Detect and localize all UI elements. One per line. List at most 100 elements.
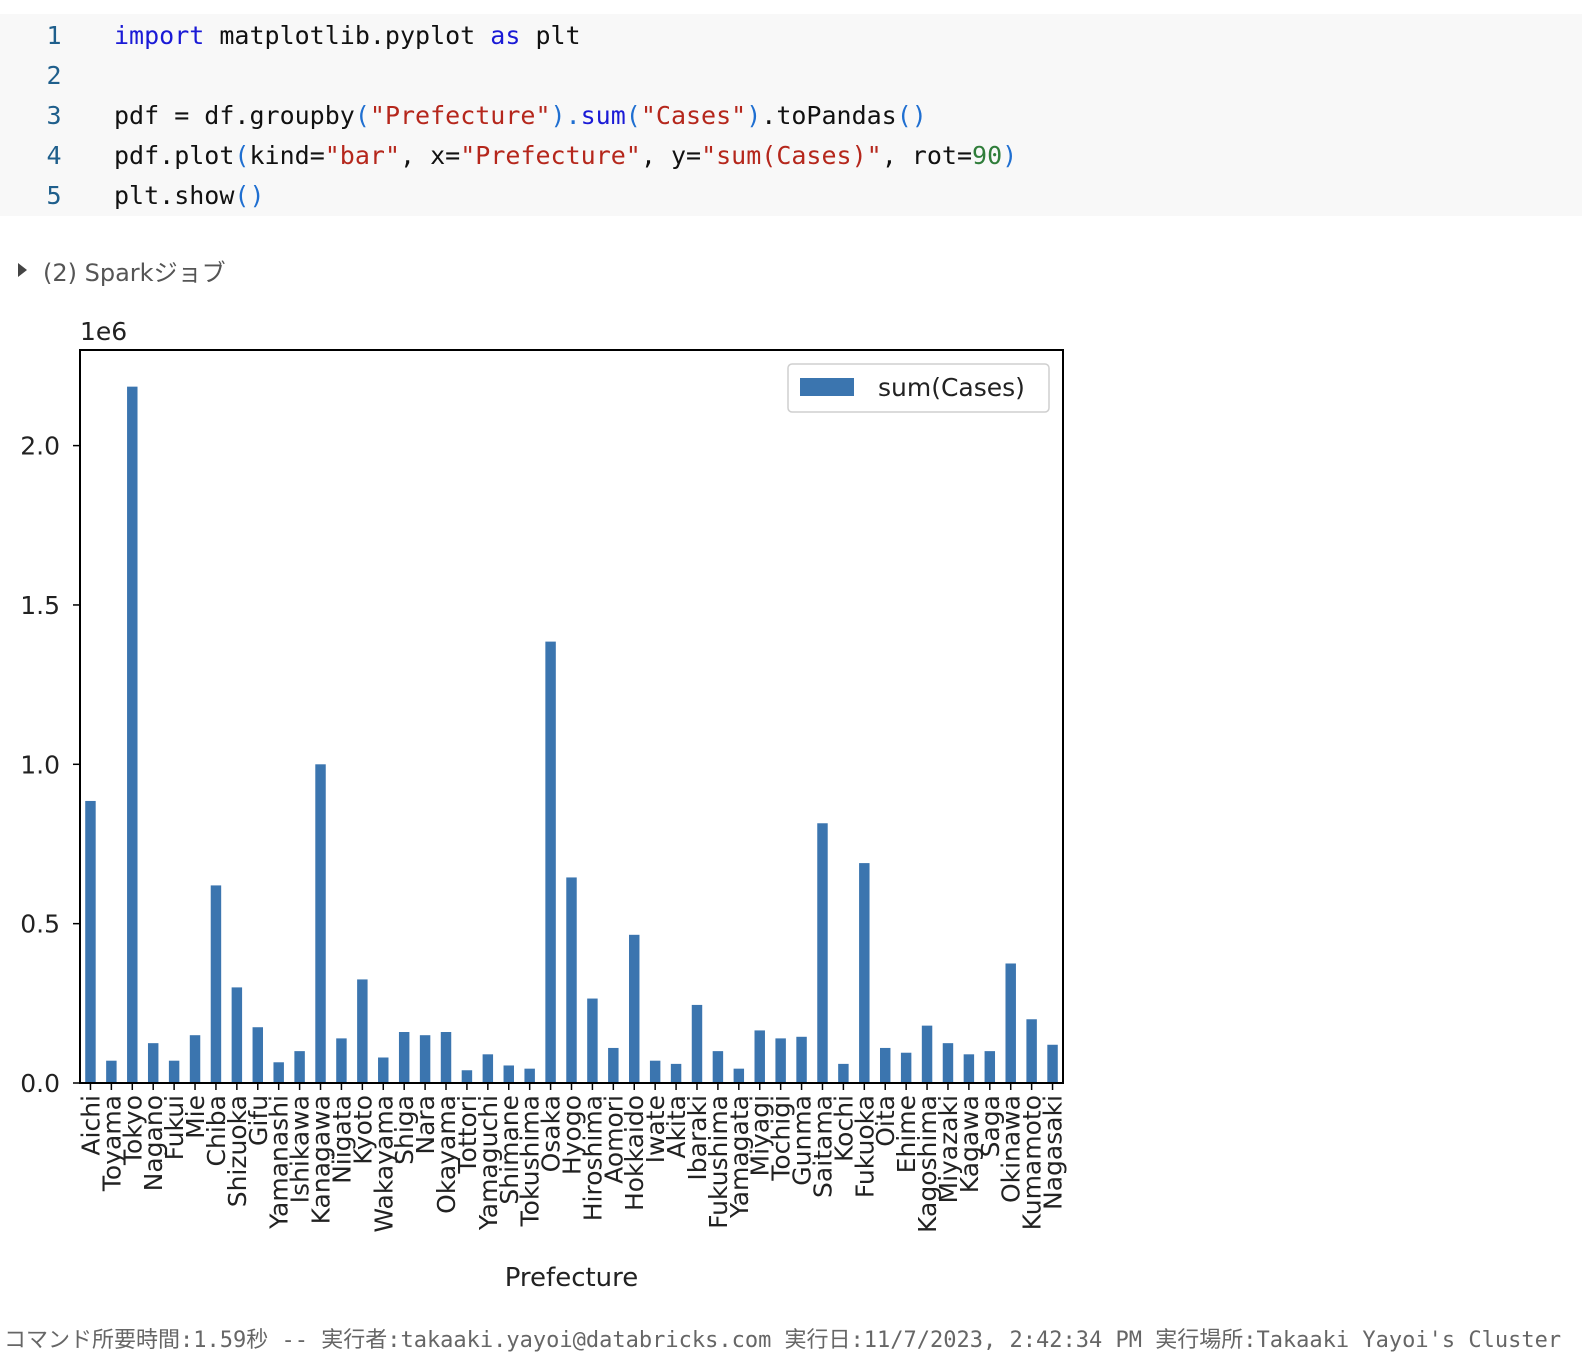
x-tick-label: Iwate (641, 1095, 670, 1163)
bar (754, 1030, 765, 1083)
bar (503, 1065, 514, 1083)
x-tick-label: Shiga (390, 1095, 419, 1165)
bar (817, 823, 828, 1083)
code-text: pdf = df.groupby("Prefecture").sum("Case… (114, 96, 927, 136)
code-token: sum (580, 101, 626, 130)
line-number: 2 (46, 61, 62, 90)
x-tick-label: Yamaguchi (474, 1095, 503, 1231)
line-number: 5 (46, 181, 62, 210)
code-token: pdf = df.groupby (114, 101, 355, 130)
code-token: () (234, 181, 265, 210)
x-tick-label: Kumamoto (1018, 1095, 1047, 1230)
bar (900, 1052, 912, 1083)
code-token: ). (550, 101, 581, 130)
x-tick-label: Miyazaki (934, 1095, 963, 1204)
code-text: plt.show() (114, 176, 265, 216)
code-token: ( (234, 141, 250, 170)
x-tick-label: Hiroshima (578, 1095, 607, 1221)
code-line[interactable]: 1 import matplotlib.pyplot as plt (0, 16, 1582, 56)
bar (106, 1060, 117, 1083)
code-text: import matplotlib.pyplot as plt (114, 16, 581, 56)
bar (984, 1051, 996, 1083)
x-tick-label: Gunma (788, 1095, 817, 1186)
x-tick-label: Ibaraki (683, 1095, 712, 1181)
code-token: , y= (640, 141, 702, 170)
bar (189, 1035, 201, 1083)
bar (127, 386, 138, 1083)
bar (859, 863, 870, 1083)
x-tick-label: Nagano (139, 1095, 168, 1191)
code-token: "Cases" (640, 101, 747, 130)
spark-jobs-toggle[interactable]: (2) Sparkジョブ (18, 252, 226, 288)
code-token: matplotlib.pyplot (204, 21, 491, 50)
code-token: "Prefecture" (460, 141, 641, 170)
line-number: 3 (46, 101, 62, 130)
bar-chart: 0.0 0.5 1.0 1.5 2.0 1e6 AichiToyamaTokyoNagano… (20, 317, 1067, 1293)
x-tick-label: Chiba (202, 1095, 231, 1166)
bar (461, 1070, 473, 1083)
x-tick-label: Nara (411, 1095, 440, 1155)
code-line[interactable]: 2 (0, 56, 1582, 96)
bar (357, 979, 368, 1083)
y-tick-label: 2.0 (20, 432, 60, 461)
code-line[interactable]: 4 pdf.plot(kind="bar", x="Prefecture", y=… (0, 136, 1582, 176)
bar (1026, 1019, 1037, 1083)
code-line[interactable]: 3 pdf = df.groupby("Prefecture").sum("Cas… (0, 96, 1582, 136)
offset-label: 1e6 (80, 317, 127, 346)
legend-box (787, 363, 1050, 413)
bar (921, 1025, 933, 1083)
bar (398, 1032, 410, 1083)
x-tick-label: Shizuoka (223, 1095, 252, 1207)
x-tick-label: Saitama (808, 1095, 837, 1198)
x-tick-label: Saga (976, 1095, 1005, 1157)
x-tick-label: Toyama (97, 1095, 126, 1192)
x-tick-label: Mie (181, 1095, 210, 1139)
bar (231, 987, 243, 1083)
code-token: ) (1002, 141, 1018, 170)
x-tick-label: Kochi (829, 1095, 858, 1162)
legend-swatch (800, 378, 854, 396)
bar (963, 1054, 975, 1083)
bar (942, 1043, 954, 1083)
bar (1047, 1044, 1058, 1083)
bar (336, 1038, 347, 1083)
bar (545, 641, 556, 1083)
x-tick-label: Shimane (495, 1095, 524, 1205)
x-tick-label: Fukuoka (850, 1095, 879, 1198)
caret-right-icon (18, 263, 27, 277)
legend-label: sum(Cases) (878, 373, 1025, 402)
x-tick-label: Gifu (244, 1095, 273, 1146)
x-tick-label: Okayama (432, 1095, 461, 1214)
code-token: "Prefecture" (369, 101, 551, 130)
x-tick-label: Fukushima (704, 1095, 733, 1229)
bar (252, 1027, 264, 1083)
bar (712, 1051, 724, 1083)
bar (147, 1043, 159, 1083)
bar (210, 885, 222, 1083)
code-token: ( (625, 101, 641, 130)
x-tick-label: Kagawa (955, 1095, 984, 1193)
code-token: "bar" (324, 141, 401, 170)
x-tick-label: Osaka (537, 1095, 566, 1172)
code-token: kind= (249, 141, 325, 170)
x-tick-label: Ehime (892, 1095, 921, 1173)
x-tick-label: Fukui (160, 1095, 189, 1160)
x-tick-label: Niigata (327, 1095, 356, 1184)
code-text: pdf.plot(kind="bar", x="Prefecture", y="… (114, 136, 1017, 176)
code-line[interactable]: 5 plt.show() (0, 176, 1582, 216)
bar (440, 1032, 452, 1083)
y-tick-label: 1.0 (20, 750, 60, 779)
x-tick-label: Kanagawa (307, 1095, 336, 1224)
bar (378, 1057, 389, 1083)
bar (168, 1060, 180, 1083)
bar (670, 1063, 682, 1083)
code-token: as (490, 21, 521, 50)
bar (879, 1047, 891, 1083)
x-tick-label: Tochigi (767, 1095, 796, 1182)
x-tick-label: Hokkaido (620, 1095, 649, 1211)
code-cell[interactable]: 1 import matplotlib.pyplot as plt 2 3 pdf = … (0, 14, 1582, 216)
x-tick-label: Tokyo (118, 1095, 147, 1166)
x-tick-label: Ishikawa (286, 1095, 315, 1203)
bar (419, 1035, 431, 1083)
bar (482, 1054, 494, 1083)
